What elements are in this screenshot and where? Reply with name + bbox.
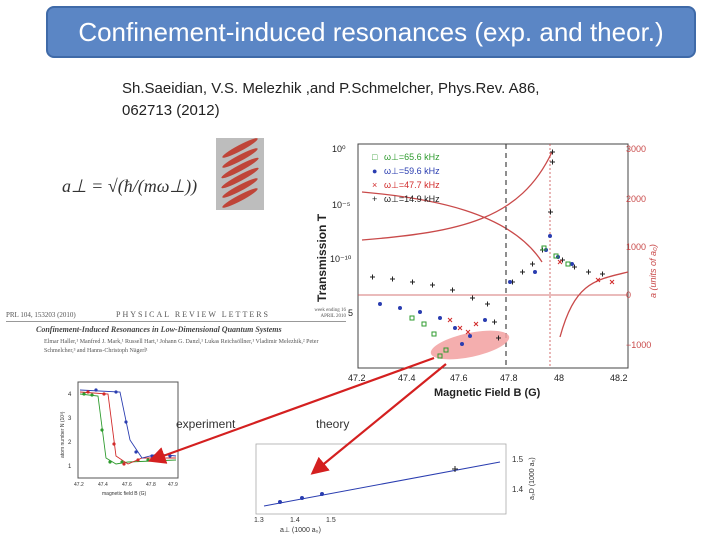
legend-item: + ω⊥=14.9 kHz: [372, 194, 440, 204]
paper-header: PRL 104, 153203 (2010) PHYSICAL REVIEW L…: [6, 308, 346, 388]
paper-rule: [6, 321, 346, 322]
y-tick-left: 5: [348, 308, 353, 318]
main-plot: □ ω⊥=65.6 kHz ● ω⊥=59.6 kHz × ω⊥=47.7 kH…: [315, 143, 658, 399]
lattice-image: [216, 138, 264, 210]
series-47-7: [447, 259, 615, 335]
inset-x-axis-label: a⊥ (1000 a₀): [280, 527, 321, 534]
legend-marker: +: [372, 194, 377, 204]
paper-title: Confinement-Induced Resonances in Low-Di…: [36, 325, 282, 334]
exp-x-tick: 47.4: [98, 482, 108, 488]
legend-item: ● ω⊥=59.6 kHz: [372, 166, 440, 176]
y-tick-right: 3000: [626, 144, 646, 154]
scattering-length-curve-lower: [559, 271, 629, 338]
y-axis-label-right: a (units of a₀): [648, 244, 658, 298]
slide-title: Confinement-induced resonances (exp. and…: [46, 6, 696, 58]
y-tick-left: 10⁻⁵: [332, 200, 351, 210]
exp-y-axis-label: atom number N (10³): [60, 411, 66, 458]
citation: Sh.Saeidian, V.S. Melezhik ,and P.Schmel…: [122, 80, 540, 119]
series-59-6: [378, 234, 574, 346]
legend-marker: □: [372, 152, 378, 162]
x-axis-label: Magnetic Field B (G): [434, 387, 541, 399]
x-tick: 47.2: [348, 373, 366, 383]
legend-item: × ω⊥=47.7 kHz: [372, 180, 440, 190]
legend-label: ω⊥=14.9 kHz: [384, 194, 440, 204]
x-tick: 48.2: [610, 373, 628, 383]
inset-x-tick: 1.3: [254, 517, 264, 524]
x-tick: 47.6: [450, 373, 468, 383]
inset-y-tick: 1.5: [512, 455, 524, 464]
formula: a⊥ = √(ħ/(mω⊥)): [62, 176, 198, 196]
paper-ref: PRL 104, 153203 (2010): [6, 311, 76, 319]
legend-marker: ●: [372, 166, 377, 176]
exp-x-tick: 47.6: [122, 482, 132, 488]
series-65-6: [409, 245, 571, 359]
y-tick-right: 0: [626, 290, 631, 300]
exp-x-axis-label: magnetic field B (G): [102, 491, 147, 497]
exp-y-tick: 3: [68, 416, 72, 422]
y-axis-label-left: Transmission T: [315, 213, 329, 302]
inset-cross: [452, 466, 458, 472]
paper-authors: Elmar Haller,¹ Manfred J. Mark,¹ Russell…: [44, 339, 319, 354]
series-14-9: [370, 149, 605, 341]
data-series: [370, 149, 615, 359]
inset-points: [278, 492, 324, 504]
x-tick: 48: [554, 373, 564, 383]
legend-label: ω⊥=65.6 kHz: [384, 152, 440, 162]
x-tick: 47.4: [398, 373, 416, 383]
legend-label: ω⊥=47.7 kHz: [384, 180, 440, 190]
inset-x-tick: 1.5: [326, 517, 336, 524]
inset-plot-frame: [255, 443, 507, 515]
exp-x-tick: 47.9: [168, 482, 178, 488]
y-tick-right: −1000: [626, 340, 651, 350]
inset-x-tick: 1.4: [290, 517, 300, 524]
inset-y-axis-label: a₃D (1000 a₀): [529, 457, 536, 500]
scattering-length-curve-upper: [361, 151, 553, 241]
arrow-to-theory: [310, 363, 447, 475]
legend-label: ω⊥=59.6 kHz: [384, 166, 440, 176]
exp-y-tick: 4: [68, 392, 72, 398]
theory-label: theory: [316, 417, 350, 431]
y-tick-left: 10⁰: [332, 144, 346, 154]
paper-journal: PHYSICAL REVIEW LETTERS: [116, 310, 270, 319]
paper-received: week ending 16 APRIL 2010: [314, 308, 346, 319]
highlight-region: [430, 330, 510, 360]
arrow-to-experiment: [147, 356, 435, 464]
inset-y-tick: 1.4: [512, 485, 524, 494]
x-tick: 47.8: [500, 373, 518, 383]
y-tick-left: 10⁻¹⁰: [330, 254, 352, 264]
legend-marker: ×: [372, 180, 377, 190]
exp-x-tick: 47.2: [74, 482, 84, 488]
exp-y-tick: 1: [68, 464, 72, 470]
y-tick-right: 1000: [626, 242, 646, 252]
legend-item: □ ω⊥=65.6 kHz: [372, 152, 440, 162]
legend: □ ω⊥=65.6 kHz ● ω⊥=59.6 kHz × ω⊥=47.7 kH…: [372, 152, 440, 204]
exp-y-tick: 2: [68, 440, 72, 446]
experiment-label: experiment: [176, 417, 236, 431]
scattering-length-curve: [361, 191, 543, 263]
inset-plot: 1.5 1.4 a₃D (1000 a₀) 1.3 1.4 1.5 a⊥ (10…: [254, 443, 536, 534]
y-tick-right: 2000: [626, 194, 646, 204]
exp-x-tick: 47.8: [146, 482, 156, 488]
